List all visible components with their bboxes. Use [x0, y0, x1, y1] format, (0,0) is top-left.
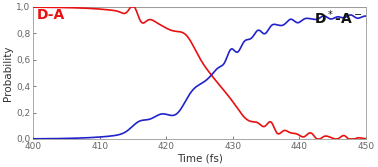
- Text: D$^*$-A$^-$: D$^*$-A$^-$: [314, 8, 363, 27]
- X-axis label: Time (fs): Time (fs): [177, 153, 223, 163]
- Text: D-A: D-A: [37, 8, 65, 22]
- Y-axis label: Probability: Probability: [3, 45, 14, 101]
